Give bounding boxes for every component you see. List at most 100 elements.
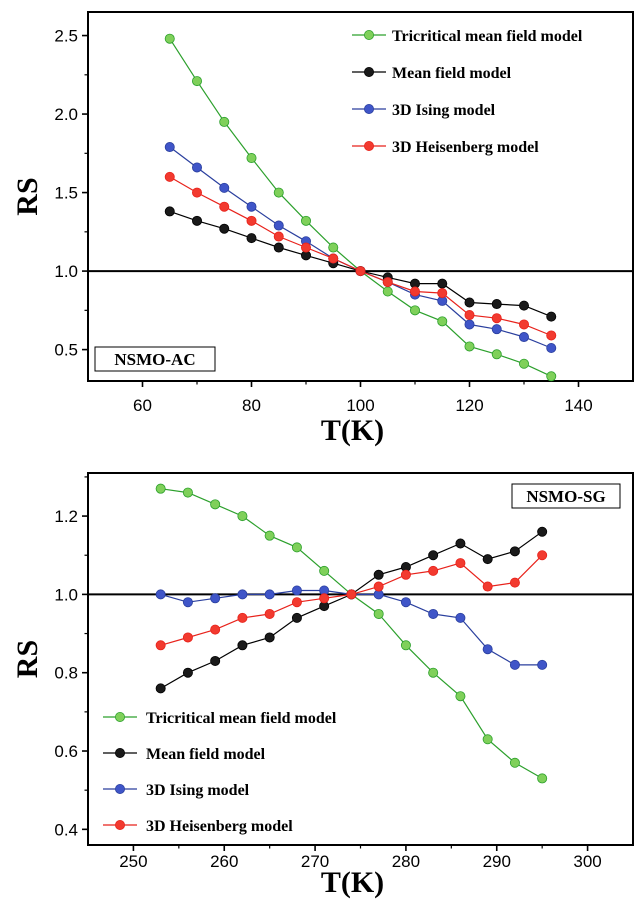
x-tick-label: 300 (573, 852, 601, 871)
data-point-tricritical-mean-field-model (409, 305, 420, 316)
data-point-3d-ising-model (210, 593, 221, 604)
data-point-3d-heisenberg-model (482, 581, 493, 592)
legend-label: 3D Heisenberg model (392, 139, 539, 156)
y-tick-label: 0.5 (54, 341, 78, 360)
panel-tag-label: NSMO-SG (526, 487, 605, 506)
data-point-tricritical-mean-field-model (155, 483, 166, 494)
panel-tag-label: NSMO-AC (114, 350, 195, 369)
data-point-3d-ising-model (519, 332, 530, 343)
data-point-3d-ising-model (164, 142, 175, 153)
data-point-3d-heisenberg-model (219, 201, 230, 212)
data-point-3d-ising-model (491, 324, 502, 335)
data-point-3d-heisenberg-model (428, 565, 439, 576)
data-point-3d-heisenberg-model (182, 632, 193, 643)
legend-marker (363, 29, 374, 40)
data-point-3d-heisenberg-model (155, 640, 166, 651)
data-point-mean-field-model (291, 612, 302, 623)
data-point-mean-field-model (155, 683, 166, 694)
data-point-3d-heisenberg-model (346, 589, 357, 600)
data-point-tricritical-mean-field-model (455, 691, 466, 702)
data-point-mean-field-model (237, 640, 248, 651)
y-tick-label: 1.0 (54, 585, 78, 604)
data-point-mean-field-model (482, 554, 493, 565)
data-point-mean-field-model (210, 655, 221, 666)
legend-marker (115, 820, 126, 831)
x-tick-label: 270 (301, 852, 329, 871)
data-point-3d-ising-model (246, 201, 257, 212)
data-point-3d-heisenberg-model (328, 253, 339, 264)
data-point-3d-heisenberg-model (373, 581, 384, 592)
data-point-mean-field-model (264, 632, 275, 643)
data-point-3d-heisenberg-model (210, 624, 221, 635)
data-point-3d-ising-model (464, 319, 475, 330)
data-point-3d-ising-model (155, 589, 166, 600)
x-tick-label: 80 (242, 396, 261, 415)
data-point-3d-heisenberg-model (464, 310, 475, 321)
data-point-3d-ising-model (428, 608, 439, 619)
data-point-3d-ising-model (273, 220, 284, 231)
data-point-tricritical-mean-field-model (437, 316, 448, 327)
data-point-mean-field-model (491, 299, 502, 310)
data-point-tricritical-mean-field-model (546, 371, 557, 382)
data-point-3d-heisenberg-model (546, 330, 557, 341)
data-point-3d-heisenberg-model (164, 171, 175, 182)
data-point-tricritical-mean-field-model (382, 286, 393, 297)
y-axis-title: RS (11, 640, 44, 678)
y-tick-label: 2.0 (54, 105, 78, 124)
panel-nsmo-sg: 250 260 270 280 290 300 0.4 0.6 0.8 1.0 1.2 T(K) RS T… (11, 472, 634, 899)
data-point-mean-field-model (537, 526, 548, 537)
x-axis-title: T(K) (321, 866, 384, 899)
data-point-3d-ising-model (291, 585, 302, 596)
data-point-3d-heisenberg-model (300, 242, 311, 253)
data-point-tricritical-mean-field-model (428, 667, 439, 678)
data-point-tricritical-mean-field-model (300, 215, 311, 226)
data-point-mean-field-model (509, 546, 520, 557)
legend-marker (115, 784, 126, 795)
data-point-mean-field-model (373, 569, 384, 580)
data-point-tricritical-mean-field-model (191, 76, 202, 87)
legend-label: Mean field model (392, 65, 512, 82)
x-tick-label: 260 (210, 852, 238, 871)
data-point-tricritical-mean-field-model (328, 242, 339, 253)
y-axis-title: RS (11, 177, 44, 215)
data-point-tricritical-mean-field-model (237, 511, 248, 522)
data-point-tricritical-mean-field-model (219, 116, 230, 127)
data-point-mean-field-model (437, 278, 448, 289)
x-tick-label: 120 (455, 396, 483, 415)
panel-tag-box (511, 483, 621, 509)
y-tick-label: 1.0 (54, 262, 78, 281)
legend-label: Tricritical mean field model (146, 710, 337, 727)
data-point-mean-field-model (428, 550, 439, 561)
y-tick-label: 0.6 (54, 742, 78, 761)
data-point-3d-heisenberg-model (519, 319, 530, 330)
data-point-mean-field-model (164, 206, 175, 217)
legend-marker (363, 104, 374, 115)
x-tick-label: 250 (119, 852, 147, 871)
data-point-tricritical-mean-field-model (400, 640, 411, 651)
data-point-3d-heisenberg-model (537, 550, 548, 561)
legend-label: 3D Ising model (146, 782, 250, 799)
data-point-mean-field-model (246, 233, 257, 244)
y-tick-label: 1.2 (54, 507, 78, 526)
y-tick-label: 0.4 (54, 820, 78, 839)
data-point-3d-heisenberg-model (491, 313, 502, 324)
data-point-tricritical-mean-field-model (210, 499, 221, 510)
data-point-3d-heisenberg-model (400, 569, 411, 580)
data-point-tricritical-mean-field-model (491, 349, 502, 360)
data-point-3d-heisenberg-model (355, 266, 366, 277)
panel-tag-box (94, 346, 216, 372)
data-point-mean-field-model (273, 242, 284, 253)
data-point-3d-heisenberg-model (237, 612, 248, 623)
y-tick-label: 2.5 (54, 27, 78, 46)
x-tick-label: 140 (564, 396, 592, 415)
panel-nsmo-ac: 60 80 100 120 140 0.5 1.0 1.5 2.0 2.5 T(K) RS Tricri… (11, 11, 634, 447)
data-point-mean-field-model (455, 538, 466, 549)
data-point-tricritical-mean-field-model (482, 734, 493, 745)
data-point-tricritical-mean-field-model (291, 542, 302, 553)
data-point-3d-heisenberg-model (291, 597, 302, 608)
data-point-tricritical-mean-field-model (519, 358, 530, 369)
data-point-mean-field-model (546, 311, 557, 322)
data-point-mean-field-model (219, 223, 230, 234)
data-point-3d-heisenberg-model (409, 286, 420, 297)
legend-marker (363, 67, 374, 78)
